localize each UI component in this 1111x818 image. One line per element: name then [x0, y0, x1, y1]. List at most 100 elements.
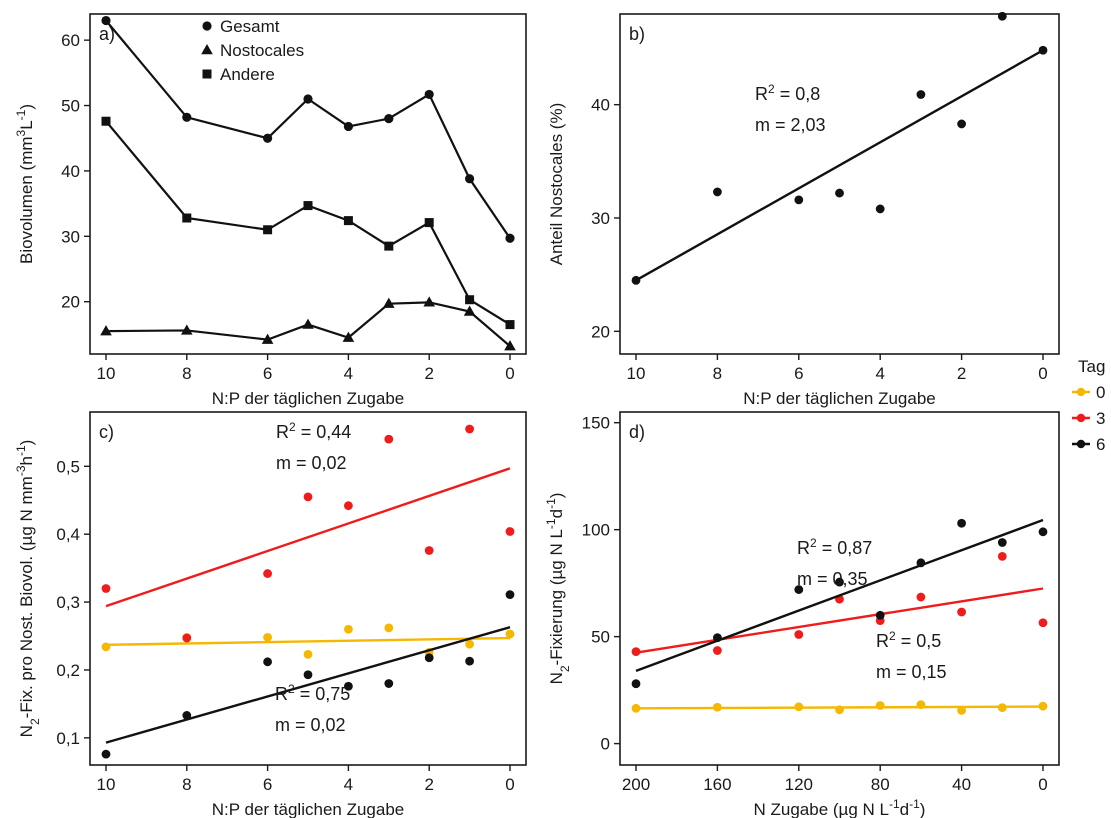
y-tick-label: 0,2	[56, 661, 80, 680]
r2-annotation: R2 = 0,8	[755, 82, 820, 104]
y-tick-label: 50	[591, 628, 610, 647]
slope-annotation: m = 0,15	[876, 662, 947, 682]
x-tick-label: 120	[785, 775, 813, 794]
data-point	[261, 333, 274, 344]
slope-annotation: m = 0,35	[797, 569, 868, 589]
slope-annotation: m = 0,02	[275, 715, 346, 735]
data-point	[835, 188, 844, 198]
data-point	[1038, 45, 1048, 55]
legend-label: 6	[1096, 435, 1105, 454]
panel-label: c)	[99, 422, 114, 442]
data-point	[957, 518, 966, 528]
r2-annotation: R2 = 0,87	[797, 536, 872, 558]
y-axis-label: N2-Fixierung (µg N L-1d-1)	[544, 493, 572, 685]
data-point	[423, 296, 435, 307]
x-tick-label: 2	[957, 364, 966, 383]
data-point	[424, 89, 434, 100]
x-tick-label: 2	[424, 364, 433, 383]
data-point	[303, 492, 313, 502]
x-tick-label: 10	[97, 775, 116, 794]
r2-annotation: R2 = 0,75	[275, 682, 350, 704]
data-point	[794, 195, 804, 205]
data-point	[181, 324, 193, 335]
data-point	[997, 538, 1007, 547]
data-point	[875, 701, 885, 710]
data-point	[957, 119, 966, 129]
fit-line	[105, 636, 511, 647]
x-tick-label: 0	[1038, 364, 1047, 383]
data-point	[505, 590, 515, 600]
plot-frame	[619, 13, 1060, 355]
data-point	[505, 233, 515, 243]
r2-annotation: R2 = 0,5	[876, 629, 941, 651]
series-line-andere	[105, 120, 511, 326]
y-axis-label: Anteil Nostocales (%)	[547, 103, 566, 266]
data-point	[101, 15, 111, 26]
data-point	[1038, 618, 1048, 628]
data-point	[875, 610, 885, 620]
data-point	[794, 630, 804, 639]
data-point	[344, 501, 353, 511]
data-point	[835, 705, 844, 715]
data-point	[465, 424, 474, 434]
y-tick-label: 20	[591, 322, 610, 341]
y-tick-label: 0,4	[56, 525, 80, 544]
data-point	[713, 633, 722, 643]
data-point	[263, 133, 273, 143]
data-point	[182, 213, 192, 223]
x-tick-label: 10	[97, 364, 116, 383]
data-point	[182, 112, 192, 122]
data-point	[997, 703, 1007, 713]
data-point	[263, 632, 272, 642]
data-point	[835, 577, 844, 587]
y-tick-label: 0,1	[56, 729, 80, 748]
data-point	[384, 241, 394, 251]
data-point	[465, 174, 475, 184]
data-point	[997, 11, 1007, 21]
x-axis-label: N Zugabe (µg N L-1d-1)	[754, 797, 926, 818]
data-point	[794, 702, 804, 712]
plot-frame	[89, 411, 527, 766]
x-tick-label: 2	[424, 775, 433, 794]
data-point	[631, 647, 641, 657]
y-tick-label: 30	[591, 209, 610, 228]
data-point	[263, 569, 272, 578]
data-point	[916, 558, 926, 568]
data-point	[100, 325, 112, 336]
x-tick-label: 4	[875, 364, 884, 383]
fit-line	[635, 587, 1044, 654]
data-point	[384, 114, 394, 124]
data-point	[465, 656, 474, 666]
data-point	[465, 639, 474, 649]
legend-title: Tag	[1078, 357, 1105, 376]
x-tick-label: 0	[505, 775, 514, 794]
data-point	[916, 90, 926, 99]
data-point	[713, 187, 722, 197]
legend-marker	[202, 21, 212, 31]
plot-frame	[619, 411, 1060, 766]
y-tick-label: 40	[591, 96, 610, 115]
x-tick-label: 6	[263, 364, 272, 383]
data-point	[631, 679, 641, 689]
x-tick-label: 8	[182, 364, 191, 383]
legend-label: Andere	[220, 65, 275, 84]
data-point	[631, 703, 641, 713]
slope-annotation: m = 2,03	[755, 115, 826, 135]
fit-line	[635, 49, 1044, 282]
data-point	[424, 653, 434, 663]
data-point	[1038, 527, 1048, 537]
legend-label: Nostocales	[220, 41, 304, 60]
x-tick-label: 4	[344, 775, 353, 794]
data-point	[794, 585, 804, 594]
y-tick-label: 0,5	[56, 457, 80, 476]
x-axis-label: N:P der täglichen Zugabe	[212, 800, 404, 818]
data-point	[504, 340, 516, 351]
x-tick-label: 200	[622, 775, 650, 794]
data-point	[957, 607, 966, 617]
data-point	[303, 201, 313, 211]
legend-marker	[1076, 387, 1086, 397]
data-point	[463, 305, 476, 316]
x-tick-label: 8	[713, 364, 722, 383]
y-tick-label: 50	[61, 97, 80, 116]
